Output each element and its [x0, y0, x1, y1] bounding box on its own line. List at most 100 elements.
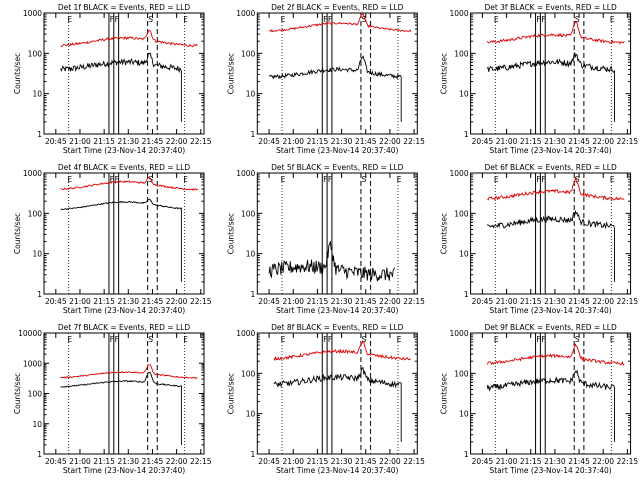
marker-label: F	[323, 15, 327, 24]
y-tick-label: 100	[241, 369, 256, 378]
y-tick-label: 10	[459, 250, 469, 259]
x-tick-label: 22:00	[592, 137, 614, 146]
y-axis-label: Counts/sec	[226, 213, 235, 254]
panel-det-2: Det 2f BLACK = Events, RED = LLD 1 10 100 10…	[226, 3, 425, 155]
marker-label: F	[536, 15, 540, 24]
x-tick-label: 21:00	[69, 137, 91, 146]
x-tick-label: 21:15	[307, 297, 329, 306]
x-tick-label: 21:00	[496, 297, 518, 306]
panel-det-7: Det 7f BLACK = Events, RED = LLD 1 10 100 10…	[13, 323, 212, 475]
y-axis-label: Counts/sec	[13, 213, 22, 254]
marker-label: F	[115, 335, 119, 344]
marker-label: S	[575, 15, 580, 24]
x-tick-label: 22:15	[190, 457, 212, 466]
x-tick-label: 21:45	[568, 297, 590, 306]
y-tick-label: 1	[464, 290, 469, 299]
x-tick-label: 21:00	[282, 457, 304, 466]
events-series-line	[273, 366, 402, 442]
panel-title: Det 5f BLACK = Events, RED = LLD	[271, 163, 404, 172]
x-tick-label: 21:00	[69, 457, 91, 466]
marker-label: F	[323, 175, 327, 184]
marker-label: F	[541, 15, 545, 24]
marker-label: E	[610, 15, 615, 24]
x-tick-label: 20:45	[258, 457, 280, 466]
panel-det-5: Det 5f BLACK = Events, RED = LLD 1 10 100 10…	[226, 163, 425, 315]
y-axis-label: Counts/sec	[226, 53, 235, 94]
x-axis-label: Start Time (23-Nov-14 20:37:40)	[63, 146, 185, 155]
marker-label: E	[397, 15, 402, 24]
y-tick-label: 100	[454, 49, 469, 58]
marker-label: F	[541, 175, 545, 184]
x-tick-label: 22:15	[617, 457, 639, 466]
plot-frame	[256, 332, 418, 455]
x-tick-label: 21:45	[142, 297, 164, 306]
y-tick-label: 10	[246, 410, 256, 419]
panel-title: Det 1f BLACK = Events, RED = LLD	[58, 3, 191, 12]
x-tick-label: 22:15	[190, 137, 212, 146]
x-tick-label: 22:00	[592, 457, 614, 466]
plot-frame	[43, 12, 205, 135]
x-axis-label: Start Time (23-Nov-14 20:37:40)	[276, 146, 398, 155]
x-tick-label: 22:00	[592, 297, 614, 306]
y-tick-label: 1	[464, 450, 469, 459]
marker-label: F	[115, 175, 119, 184]
x-tick-label: 21:30	[544, 137, 566, 146]
x-tick-label: 22:15	[403, 457, 425, 466]
marker-label: F	[110, 175, 114, 184]
x-tick-label: 22:00	[166, 457, 188, 466]
x-tick-label: 20:45	[472, 457, 494, 466]
x-tick-label: 21:15	[520, 457, 542, 466]
x-tick-label: 21:15	[307, 137, 329, 146]
marker-label: E	[183, 15, 188, 24]
panel-title: Det 8f BLACK = Events, RED = LLD	[271, 323, 404, 332]
marker-label: F	[110, 15, 114, 24]
x-axis-label: Start Time (23-Nov-14 20:37:40)	[276, 306, 398, 315]
y-tick-label: 100	[28, 209, 43, 218]
x-tick-label: 21:30	[117, 457, 139, 466]
marker-label: F	[536, 175, 540, 184]
x-tick-label: 21:30	[331, 457, 353, 466]
lld-series-line	[273, 340, 411, 362]
panel-det-1: Det 1f BLACK = Events, RED = LLD 1 10 100 10…	[13, 3, 212, 155]
y-axis-label: Counts/sec	[13, 373, 22, 414]
x-tick-label: 20:45	[472, 297, 494, 306]
x-tick-label: 21:45	[568, 137, 590, 146]
marker-label: F	[323, 335, 327, 344]
lld-series-line	[60, 29, 198, 48]
marker-label: E	[494, 15, 499, 24]
marker-label: E	[397, 335, 402, 344]
lld-series-line	[487, 176, 625, 201]
y-tick-label: 1	[251, 290, 256, 299]
x-tick-label: 21:45	[355, 457, 377, 466]
x-tick-label: 22:15	[617, 137, 639, 146]
events-series-line	[486, 369, 615, 442]
marker-label: E	[281, 175, 286, 184]
x-tick-label: 21:15	[307, 457, 329, 466]
marker-label: F	[328, 175, 332, 184]
y-axis-label: Counts/sec	[13, 53, 22, 94]
x-axis-label: Start Time (23-Nov-14 20:37:40)	[63, 306, 185, 315]
y-tick-label: 10	[32, 250, 42, 259]
marker-label: E	[281, 15, 286, 24]
lld-series-line	[486, 343, 625, 366]
y-tick-label: 1000	[23, 169, 42, 178]
marker-label: F	[328, 15, 332, 24]
panel-title: Det 7f BLACK = Events, RED = LLD	[58, 323, 191, 332]
marker-label: E	[494, 175, 499, 184]
marker-label: E	[610, 175, 615, 184]
marker-label: E	[67, 335, 72, 344]
panel-title: Det 9f BLACK = Events, RED = LLD	[484, 323, 617, 332]
events-series-line	[60, 371, 182, 445]
marker-label: S	[362, 175, 367, 184]
x-tick-label: 22:00	[166, 137, 188, 146]
x-tick-label: 22:15	[403, 137, 425, 146]
events-series-line	[60, 198, 182, 282]
x-tick-label: 21:30	[331, 137, 353, 146]
x-tick-label: 20:45	[45, 137, 67, 146]
y-tick-label: 100	[241, 209, 256, 218]
y-tick-label: 10	[32, 90, 42, 99]
x-tick-label: 21:15	[93, 137, 115, 146]
marker-label: S	[148, 15, 153, 24]
x-tick-label: 21:45	[142, 137, 164, 146]
y-tick-label: 1000	[450, 169, 469, 178]
